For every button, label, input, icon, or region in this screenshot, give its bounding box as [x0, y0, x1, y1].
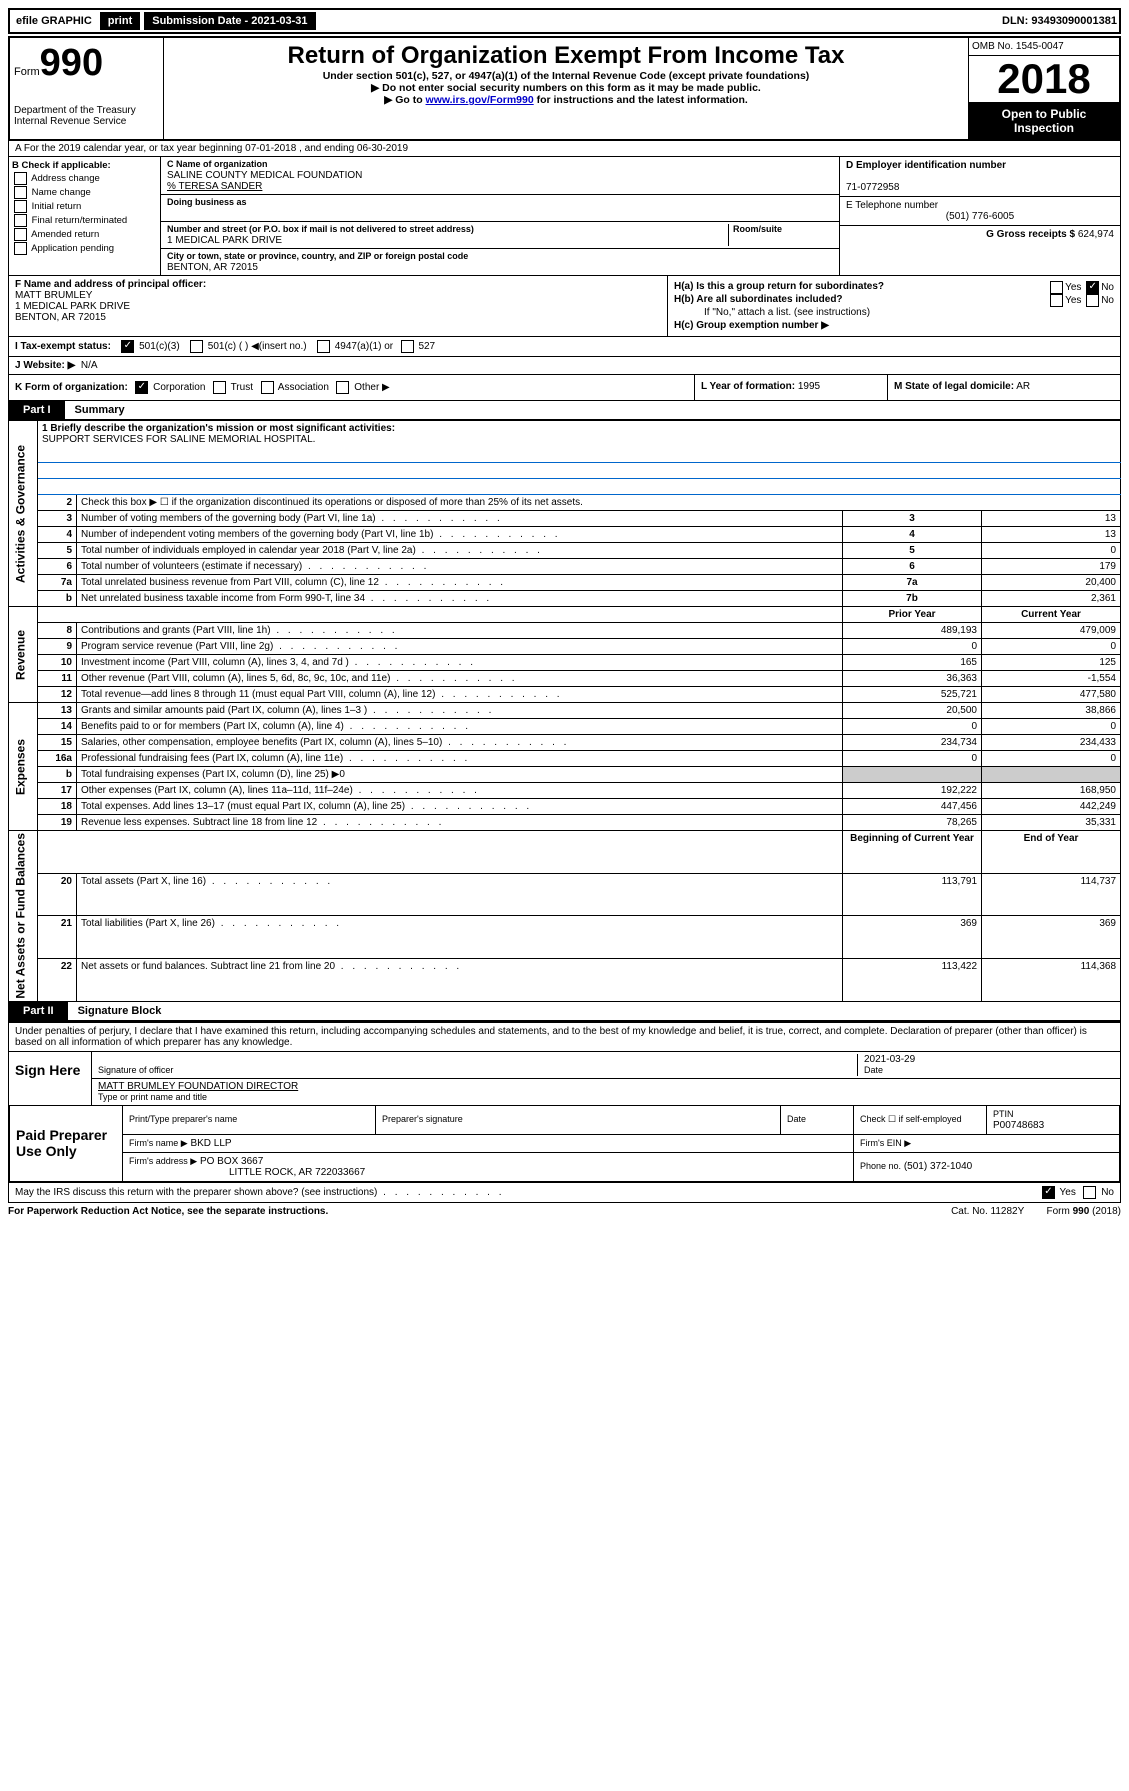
section-fh: F Name and address of principal officer:…	[8, 276, 1121, 337]
org-name: SALINE COUNTY MEDICAL FOUNDATION	[167, 170, 362, 181]
firm-phone: (501) 372-1040	[904, 1161, 972, 1172]
table-row: 16aProfessional fundraising fees (Part I…	[9, 751, 1121, 767]
table-row: 14Benefits paid to or for members (Part …	[9, 719, 1121, 735]
chk-501c3[interactable]	[121, 340, 134, 353]
year-formation: 1995	[798, 381, 820, 392]
box-c: C Name of organization SALINE COUNTY MED…	[161, 157, 839, 275]
print-button[interactable]: print	[100, 12, 140, 30]
omb-number: OMB No. 1545-0047	[969, 38, 1119, 56]
officer-name: MATT BRUMLEY	[15, 290, 92, 301]
vlabel-governance: Activities & Governance	[9, 421, 38, 607]
signature-section: Under penalties of perjury, I declare th…	[8, 1021, 1121, 1183]
sig-date: 2021-03-29	[864, 1054, 915, 1065]
table-row: 7aTotal unrelated business revenue from …	[9, 575, 1121, 591]
state-domicile: AR	[1016, 381, 1030, 392]
table-row: 12Total revenue—add lines 8 through 11 (…	[9, 687, 1121, 703]
box-h: H(a) Is this a group return for subordin…	[667, 276, 1120, 336]
form-subtitle-2: ▶ Do not enter social security numbers o…	[168, 82, 964, 94]
summary-table: Activities & Governance 1 Briefly descri…	[8, 420, 1121, 1002]
table-row: 18Total expenses. Add lines 13–17 (must …	[9, 799, 1121, 815]
website-value: N/A	[81, 360, 98, 371]
table-row: bTotal fundraising expenses (Part IX, co…	[9, 767, 1121, 783]
city-state-zip: BENTON, AR 72015	[167, 262, 258, 273]
sign-here-label: Sign Here	[9, 1052, 91, 1105]
table-row: 11Other revenue (Part VIII, column (A), …	[9, 671, 1121, 687]
firm-address: PO BOX 3667	[200, 1156, 263, 1167]
irs-link[interactable]: www.irs.gov/Form990	[426, 94, 534, 106]
table-row: 3Number of voting members of the governi…	[9, 511, 1121, 527]
efile-label: efile GRAPHIC	[12, 15, 96, 27]
street-address: 1 MEDICAL PARK DRIVE	[167, 235, 282, 246]
table-row: bNet unrelated business taxable income f…	[9, 591, 1121, 607]
form-subtitle-3: ▶ Go to www.irs.gov/Form990 for instruct…	[168, 94, 964, 106]
section-bcd: B Check if applicable: Address change Na…	[8, 157, 1121, 276]
table-row: 20Total assets (Part X, line 16)113,7911…	[9, 873, 1121, 916]
top-bar: efile GRAPHIC print Submission Date - 20…	[8, 8, 1121, 34]
table-row: 22Net assets or fund balances. Subtract …	[9, 958, 1121, 1001]
row-j-website: J Website: ▶ N/A	[8, 357, 1121, 375]
table-row: 21Total liabilities (Part X, line 26)369…	[9, 916, 1121, 959]
table-row: 9Program service revenue (Part VIII, lin…	[9, 639, 1121, 655]
tax-year: 2018	[969, 56, 1119, 103]
table-row: 5Total number of individuals employed in…	[9, 543, 1121, 559]
row-klm: K Form of organization: Corporation Trus…	[8, 375, 1121, 401]
firm-name: BKD LLP	[190, 1138, 231, 1149]
box-d-e-g: D Employer identification number71-07729…	[839, 157, 1120, 275]
care-of: % TERESA SANDER	[167, 181, 262, 192]
part-1-header: Part I Summary	[8, 401, 1121, 420]
ein: 71-0772958	[846, 182, 899, 193]
vlabel-net-assets: Net Assets or Fund Balances	[9, 831, 38, 1002]
table-row: 15Salaries, other compensation, employee…	[9, 735, 1121, 751]
discuss-row: May the IRS discuss this return with the…	[8, 1183, 1121, 1203]
ptin: P00748683	[993, 1120, 1044, 1131]
table-row: 17Other expenses (Part IX, column (A), l…	[9, 783, 1121, 799]
gross-receipts: 624,974	[1078, 229, 1114, 240]
table-row: 19Revenue less expenses. Subtract line 1…	[9, 815, 1121, 831]
page-footer: For Paperwork Reduction Act Notice, see …	[8, 1203, 1121, 1220]
inspection-label: Open to Public Inspection	[969, 103, 1119, 139]
form-number: Form990	[14, 42, 159, 85]
officer-typed-name: MATT BRUMLEY FOUNDATION DIRECTOR	[98, 1081, 298, 1092]
paid-preparer-table: Paid Preparer Use Only Print/Type prepar…	[9, 1105, 1120, 1182]
form-title: Return of Organization Exempt From Incom…	[168, 42, 964, 70]
submission-date-label: Submission Date - 2021-03-31	[144, 12, 315, 30]
row-i-tax-status: I Tax-exempt status: 501(c)(3) 501(c) ( …	[8, 337, 1121, 357]
perjury-declaration: Under penalties of perjury, I declare th…	[9, 1023, 1120, 1052]
chk-discuss-yes[interactable]	[1042, 1186, 1055, 1199]
mission-text: SUPPORT SERVICES FOR SALINE MEMORIAL HOS…	[42, 434, 315, 445]
part-2-header: Part II Signature Block	[8, 1002, 1121, 1021]
department-label: Department of the Treasury Internal Reve…	[14, 105, 159, 127]
box-b: B Check if applicable: Address change Na…	[9, 157, 161, 275]
paid-preparer-label: Paid Preparer Use Only	[10, 1105, 123, 1181]
table-row: 4Number of independent voting members of…	[9, 527, 1121, 543]
form-header: Form990 Department of the Treasury Inter…	[8, 36, 1121, 141]
table-row: 6Total number of volunteers (estimate if…	[9, 559, 1121, 575]
telephone: (501) 776-6005	[846, 211, 1114, 222]
table-row: 10Investment income (Part VIII, column (…	[9, 655, 1121, 671]
dln-label: DLN: 93493090001381	[1002, 15, 1117, 27]
vlabel-revenue: Revenue	[9, 607, 38, 703]
table-row: 8Contributions and grants (Part VIII, li…	[9, 623, 1121, 639]
form-subtitle-1: Under section 501(c), 527, or 4947(a)(1)…	[168, 70, 964, 82]
box-f: F Name and address of principal officer:…	[9, 276, 667, 336]
row-a-tax-year: A For the 2019 calendar year, or tax yea…	[8, 141, 1121, 157]
vlabel-expenses: Expenses	[9, 703, 38, 831]
